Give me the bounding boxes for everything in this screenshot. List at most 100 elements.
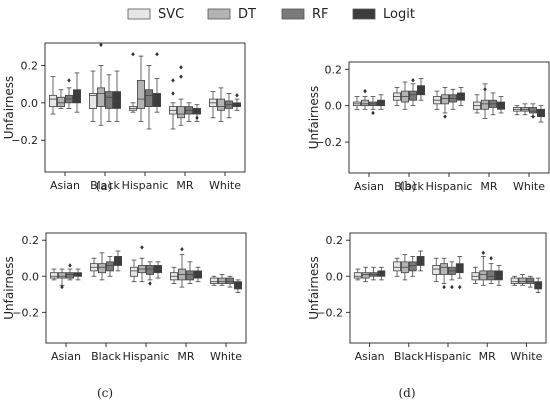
box-logit-hispanic [153, 261, 162, 279]
outlier-point [411, 77, 415, 83]
legend-item-logit: Logit [352, 7, 415, 22]
box-logit-black [113, 70, 122, 122]
panel-caption: (c) [97, 386, 113, 400]
box-body [176, 106, 185, 119]
x-tick-label: White [510, 350, 542, 363]
y-axis-label: Unfairness [307, 256, 321, 320]
box-body [526, 277, 535, 284]
x-tick-label: Black [91, 350, 121, 363]
outlier-point [458, 284, 462, 290]
x-tick-label: Hispanic [425, 350, 472, 363]
box-body [209, 277, 218, 284]
outlier-point [443, 114, 447, 119]
y-tick-label: −0.2 [11, 134, 38, 147]
y-axis-label: Unfairness [2, 76, 16, 140]
box-body [537, 108, 546, 117]
box-dt-asian [360, 88, 369, 110]
plot-frame [45, 232, 247, 344]
box-body [66, 272, 75, 279]
box-dt-mr [177, 247, 186, 288]
box-dt-hispanic [440, 87, 449, 119]
outlier-point [235, 93, 239, 98]
box-logit-mr [193, 266, 202, 283]
box-dt-white [518, 274, 527, 286]
y-tick-label: 0.2 [21, 59, 39, 72]
box-body [393, 261, 401, 272]
box-body [225, 277, 234, 284]
x-tick-label: Black [394, 350, 424, 363]
box-svc-asian [353, 268, 362, 281]
box-body [50, 272, 59, 279]
box-svc-asian [49, 76, 58, 115]
outlier-point [450, 284, 454, 290]
box-body [129, 266, 138, 277]
box-logit-mr [496, 96, 505, 114]
box-body [480, 99, 489, 110]
box-svc-white [209, 275, 218, 286]
box-body [73, 89, 82, 104]
box-logit-black [114, 250, 123, 272]
x-tick-label: MR [479, 350, 496, 363]
y-tick-label: 0.0 [326, 270, 344, 283]
box-body [49, 94, 58, 107]
x-tick-label: White [210, 350, 242, 363]
outlier-point [60, 284, 64, 290]
plot-frame [348, 61, 550, 174]
box-logit-black [416, 250, 425, 272]
plot-frame [349, 232, 547, 344]
box-dt-black [98, 252, 107, 281]
legend-swatch [207, 8, 231, 20]
box-body [455, 263, 464, 274]
box-body [495, 270, 503, 281]
x-tick-label: White [513, 180, 545, 193]
legend-swatch [127, 8, 151, 20]
panel-caption: (a) [96, 179, 113, 193]
box-rf-black [106, 256, 115, 277]
box-rf-black [408, 256, 417, 277]
outlier-point [195, 115, 199, 120]
outlier-point [155, 52, 159, 57]
box-svc-mr [472, 94, 481, 114]
box-dt-mr [480, 83, 489, 119]
legend-swatch [352, 8, 376, 20]
box-dt-black [400, 254, 409, 281]
outlier-point [148, 281, 152, 286]
box-rf-white [224, 93, 233, 119]
box-body [510, 277, 519, 284]
outlier-point [371, 110, 375, 116]
x-tick-label: Black [90, 179, 120, 192]
y-tick-label: 0.2 [325, 63, 343, 76]
box-body [416, 85, 425, 96]
outlier-point [489, 256, 493, 261]
outlier-point [171, 78, 175, 83]
box-dt-hispanic [136, 55, 145, 122]
box-logit-hispanic [456, 87, 465, 107]
box-body [145, 265, 154, 275]
box-rf-asian [368, 96, 377, 116]
outlier-point [68, 263, 72, 268]
x-tick-label: Hispanic [123, 350, 170, 363]
box-svc-white [513, 105, 522, 116]
box-body [58, 272, 67, 279]
outlier-point [99, 42, 103, 48]
x-tick-label: White [209, 179, 241, 192]
box-rf-white [529, 103, 538, 119]
box-dt-asian [58, 268, 67, 290]
box-logit-white [232, 93, 241, 111]
box-body [440, 263, 448, 275]
box-body [106, 261, 115, 272]
legend: SVC DT RF Logit [127, 7, 415, 22]
outlier-point [171, 91, 175, 96]
box-body [408, 90, 417, 101]
outlier-point [131, 52, 135, 57]
box-body [152, 93, 161, 107]
box-svc-asian [352, 96, 361, 110]
box-body [98, 263, 107, 274]
box-rf-black [408, 77, 417, 107]
box-body [144, 89, 153, 107]
box-svc-black [392, 87, 401, 107]
